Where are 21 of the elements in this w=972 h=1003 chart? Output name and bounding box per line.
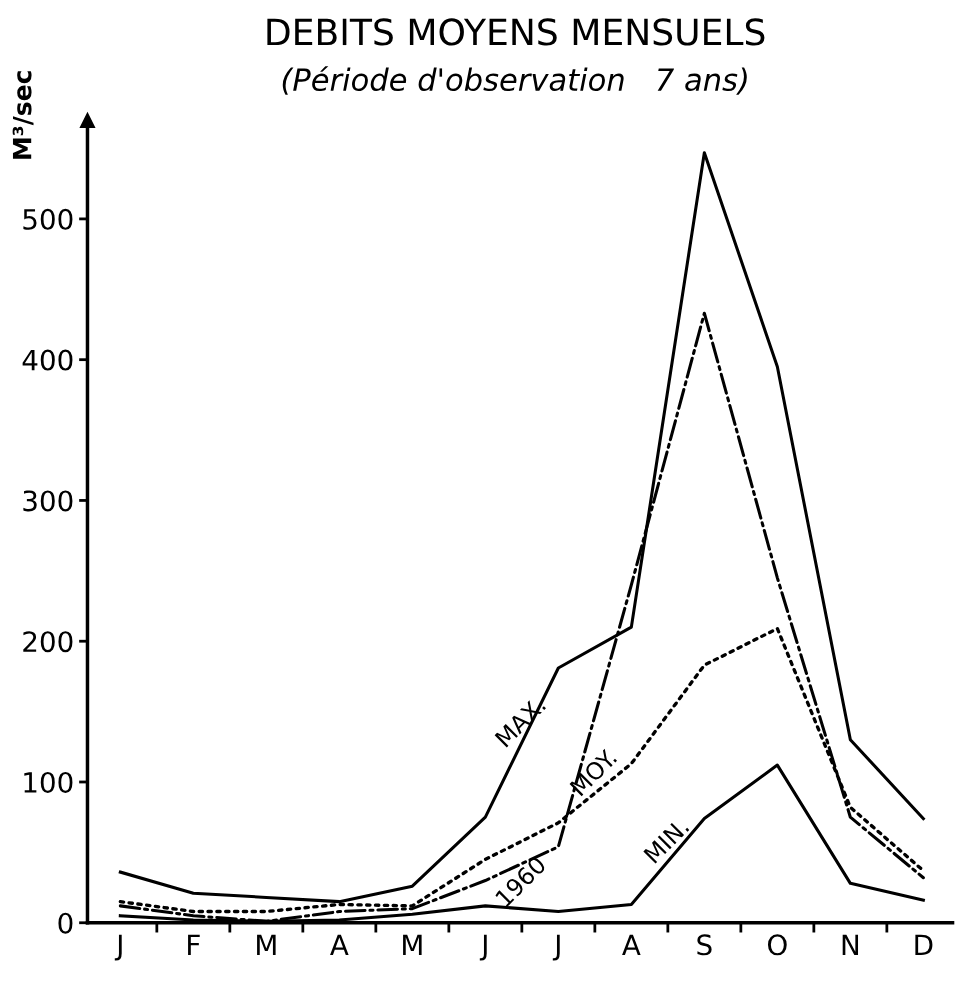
x-tick-label: J <box>479 934 487 961</box>
x-tick-label: F <box>188 934 200 955</box>
x-tick-label: M <box>257 934 276 955</box>
y-tick-label: 0 <box>58 912 73 934</box>
x-tick-label: D <box>915 934 933 955</box>
chart-subtitle: (Période d'observation 7 ans) <box>282 66 747 95</box>
chart-title: DEBITS MOYENS MENSUELS <box>267 18 765 46</box>
x-tick-label: A <box>622 934 641 955</box>
x-tick-label: A <box>330 934 349 955</box>
x-tick-label: S <box>697 934 712 956</box>
y-tick-label: 200 <box>23 631 73 653</box>
x-tick-label: J <box>552 934 560 961</box>
y-tick-label: 500 <box>23 208 73 230</box>
x-tick-label: M <box>403 934 422 955</box>
y-tick-label: 100 <box>24 771 73 793</box>
y-axis-title: M³/sec <box>12 71 34 159</box>
x-tick-label: O <box>767 934 787 956</box>
x-tick-label: N <box>842 934 859 955</box>
y-tick-label: 300 <box>23 490 73 512</box>
x-tick-label: J <box>114 934 122 961</box>
y-tick-label: 400 <box>22 349 73 371</box>
